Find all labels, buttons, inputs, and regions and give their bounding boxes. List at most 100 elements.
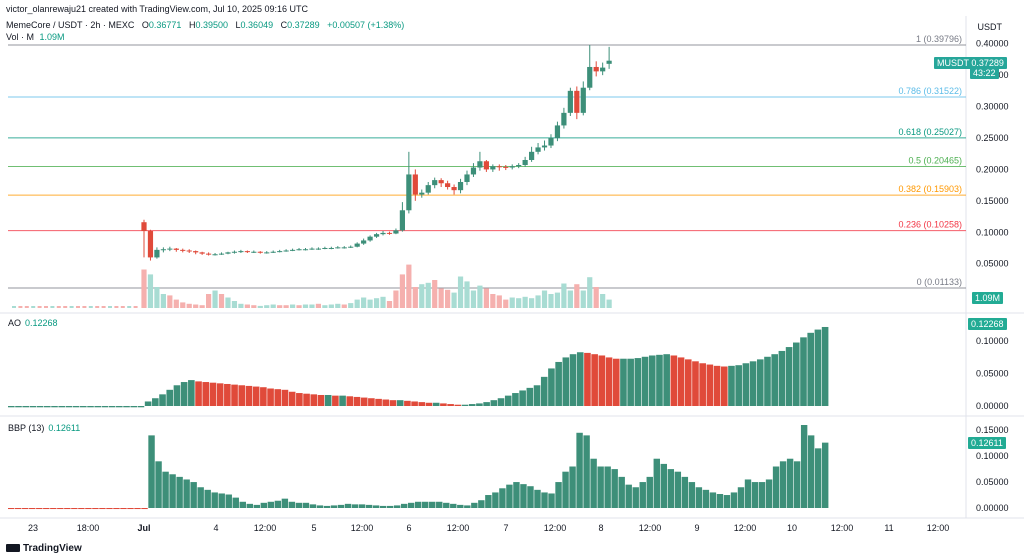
ao-bar xyxy=(303,393,310,406)
ao-bar xyxy=(814,329,822,406)
volume-bar xyxy=(69,306,74,308)
volume-bar xyxy=(561,283,567,308)
bbp-tick-label: 0.05000 xyxy=(976,477,1009,487)
ao-bar xyxy=(576,352,584,406)
candle-body xyxy=(141,222,147,232)
bbp-bar xyxy=(485,495,492,508)
candle-body xyxy=(406,174,412,211)
time-axis-label: 10 xyxy=(787,523,797,533)
candle-body xyxy=(516,165,522,167)
bbp-bar xyxy=(323,505,331,508)
bbp-bar xyxy=(793,461,801,508)
candle-body xyxy=(193,251,199,253)
ao-bar xyxy=(324,394,332,406)
price-axis-title: USDT xyxy=(977,22,1003,32)
ao-bar xyxy=(771,354,778,406)
ao-bar xyxy=(375,398,382,406)
ao-bar xyxy=(425,402,433,406)
volume-bar xyxy=(56,306,61,308)
time-axis-label: 12:00 xyxy=(351,523,374,533)
ao-bar xyxy=(728,365,735,406)
ao-tick-label: 0.05000 xyxy=(976,369,1009,379)
bbp-bar xyxy=(436,501,443,508)
volume-bar xyxy=(315,303,322,308)
bbp-bar xyxy=(667,469,675,508)
ao-bar xyxy=(15,406,22,408)
bbp-bar xyxy=(274,500,282,508)
ao-bar xyxy=(396,400,404,406)
candle-body xyxy=(186,250,192,252)
candle-body xyxy=(206,253,212,255)
volume-bar xyxy=(88,306,93,308)
bbp-bar xyxy=(611,469,618,508)
ao-bar xyxy=(699,363,706,406)
bbp-bar xyxy=(758,482,766,508)
ao-bar xyxy=(267,388,274,406)
ao-bar xyxy=(684,359,692,406)
volume-bar xyxy=(82,306,87,308)
tradingview-logo-icon xyxy=(6,544,20,553)
bbp-bar xyxy=(281,498,289,508)
price-tick-label: 0.25000 xyxy=(976,133,1009,143)
bbp-bar xyxy=(681,476,689,508)
ao-bar xyxy=(195,381,202,406)
candle-body xyxy=(470,167,477,175)
bbp-bar xyxy=(478,500,485,508)
candle-body xyxy=(522,159,528,166)
bbp-bar xyxy=(36,508,43,510)
bbp-bar xyxy=(162,471,169,508)
ao-bar xyxy=(720,366,728,406)
bbp-bar xyxy=(723,495,731,508)
watermark-text: TradingView xyxy=(23,543,82,554)
ao-bar xyxy=(418,402,426,406)
bbp-bar xyxy=(457,504,464,508)
volume-bar xyxy=(335,303,341,308)
symbol-line: MemeCore / USDT · 2h · MEXC xyxy=(6,20,135,30)
bbp-bar xyxy=(316,505,324,508)
ao-bar xyxy=(454,404,462,406)
volume-bar xyxy=(412,287,418,308)
volume-bar xyxy=(580,290,586,308)
bbp-bar xyxy=(590,458,597,508)
ao-bar xyxy=(80,406,87,408)
candle-body xyxy=(477,161,483,168)
ao-bar xyxy=(591,354,598,406)
candle-body xyxy=(496,166,502,168)
ao-bar xyxy=(605,357,613,406)
bbp-bar xyxy=(197,487,204,508)
volume-bar xyxy=(186,303,192,308)
candle-body xyxy=(315,248,322,250)
bbp-bar xyxy=(64,508,71,510)
fib-label-0.618: 0.618 (0.25027) xyxy=(898,127,962,137)
bbp-bar xyxy=(534,489,541,508)
candle-body xyxy=(561,112,567,126)
candle-body xyxy=(289,249,296,251)
bbp-bar xyxy=(92,508,99,510)
bbp-bar xyxy=(625,484,632,508)
ao-bar xyxy=(238,385,246,406)
bbp-value: 0.12611 xyxy=(48,423,81,433)
volume-bar xyxy=(380,296,386,308)
bbp-bar xyxy=(120,508,127,510)
volume-bar xyxy=(283,305,289,308)
candle-body xyxy=(367,236,373,241)
volume-bar xyxy=(160,294,166,308)
ao-bar xyxy=(519,390,526,406)
volume-bar xyxy=(180,302,186,308)
ao-bar xyxy=(209,382,217,406)
price-tick-label: 0.40000 xyxy=(976,39,1009,49)
candle-body xyxy=(309,248,315,250)
bbp-bar xyxy=(653,458,660,508)
volume-label: Vol · M xyxy=(6,32,35,42)
volume-bar xyxy=(212,290,218,308)
ao-bar xyxy=(8,406,15,408)
candle-body xyxy=(580,87,586,113)
bbp-bar xyxy=(471,502,478,508)
bbp-bar xyxy=(730,492,738,508)
ao-tick-label: 0.10000 xyxy=(976,336,1009,346)
candle-body xyxy=(399,210,405,231)
ao-bar xyxy=(490,400,498,406)
bbp-bar xyxy=(260,502,268,508)
bbp-bar xyxy=(295,502,303,508)
